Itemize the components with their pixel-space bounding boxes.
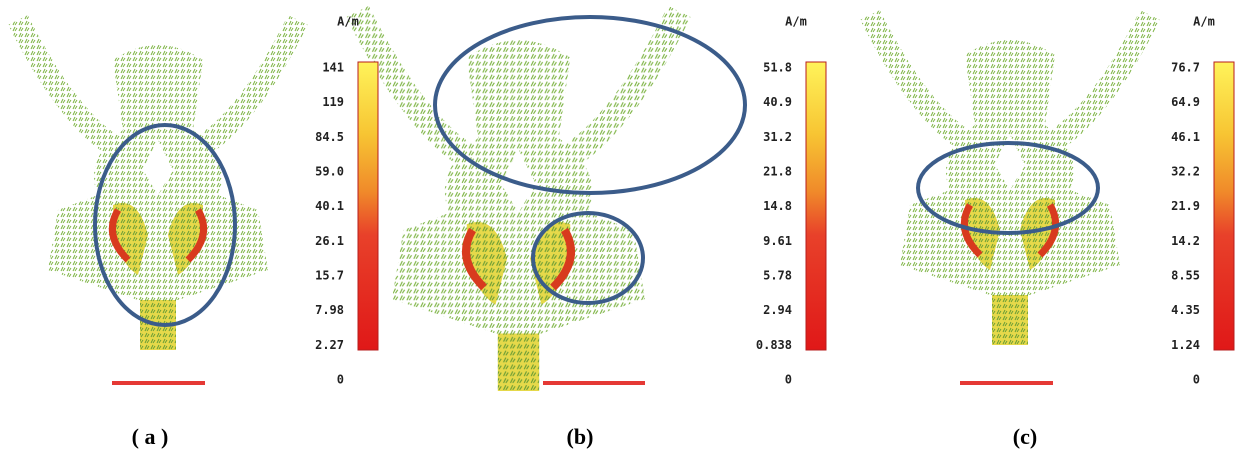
unit-label: A/m <box>337 15 359 29</box>
scale-label: 15.7 <box>315 269 344 283</box>
scale-label: 46.1 <box>1171 130 1200 144</box>
scale-label: 59.0 <box>315 165 344 179</box>
scale-label: 9.61 <box>763 234 792 248</box>
caption: ( a ) <box>132 424 169 449</box>
scale-label: 0 <box>1193 373 1200 387</box>
scale-label: 141 <box>322 61 344 75</box>
scale-label: 51.8 <box>763 61 792 75</box>
scale-label: 119 <box>322 95 344 109</box>
scale-label: 32.2 <box>1171 165 1200 179</box>
scale-label: 14.8 <box>763 199 792 213</box>
scale-label: 7.98 <box>315 303 344 317</box>
caption: (c) <box>1013 424 1037 449</box>
panel-a-image <box>18 20 298 385</box>
scale-label: 5.78 <box>763 269 792 283</box>
scale-label: 76.7 <box>1171 61 1200 75</box>
scale-label: 0 <box>785 373 792 387</box>
unit-label: A/m <box>1193 15 1215 29</box>
unit-label: A/m <box>785 15 807 29</box>
scale-label: 0 <box>337 373 344 387</box>
scale-label: 40.1 <box>315 199 344 213</box>
colorbar <box>1213 61 1235 351</box>
scale-label: 21.8 <box>763 165 792 179</box>
scale-label: 2.27 <box>315 338 344 352</box>
scale-label: 0.838 <box>756 338 792 352</box>
scale-label: 31.2 <box>763 130 792 144</box>
scale-label: 4.35 <box>1171 303 1200 317</box>
scale-label: 2.94 <box>763 303 792 317</box>
scale-label: 64.9 <box>1171 95 1200 109</box>
scale-label: 21.9 <box>1171 199 1200 213</box>
panel-c-image <box>870 15 1150 385</box>
colorbar <box>805 61 827 351</box>
scale-label: 14.2 <box>1171 234 1200 248</box>
caption: (b) <box>567 424 594 449</box>
scale-label: 84.5 <box>315 130 344 144</box>
scale-label: 1.24 <box>1171 338 1200 352</box>
scale-label: 40.9 <box>763 95 792 109</box>
colorbar <box>357 61 379 351</box>
scale-label: 8.55 <box>1171 269 1200 283</box>
scale-label: 26.1 <box>315 234 344 248</box>
panel-b-image <box>358 12 747 392</box>
